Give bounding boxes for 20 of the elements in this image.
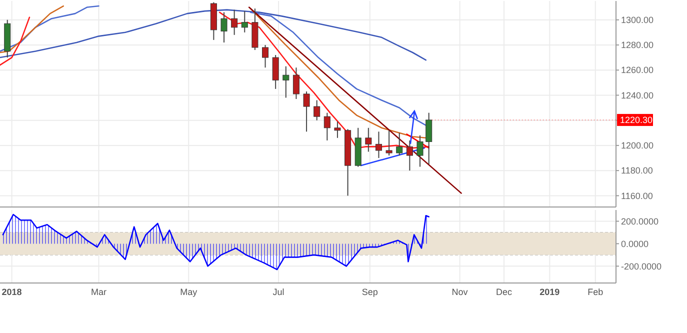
y-tick-label: 1240.00	[621, 90, 654, 100]
y-tick-label: 0.0000	[621, 238, 649, 249]
x-tick-label: Feb	[588, 287, 604, 297]
x-tick-label: Dec	[496, 287, 512, 297]
y-tick-label: 1180.00	[621, 166, 653, 176]
annotation: 1220.30	[620, 115, 653, 126]
x-tick-label: Sep	[362, 287, 378, 297]
x-tick-label: Jul	[272, 287, 284, 297]
x-tick-label: Mar	[90, 287, 106, 297]
y-tick-label: -200.0000	[621, 261, 662, 272]
x-tick-label: May	[180, 287, 198, 297]
x-tick-label: 2018	[2, 287, 22, 297]
x-tick-label: 2019	[540, 287, 560, 297]
y-tick-label: 1300.00	[621, 14, 654, 25]
y-tick-label: 1280.00	[621, 40, 654, 50]
y-tick-label: 1260.00	[621, 65, 654, 76]
y-tick-label: 200.0000	[621, 216, 659, 226]
x-tick-label: Nov	[452, 287, 468, 297]
y-tick-label: 1160.00	[621, 190, 653, 201]
y-tick-label: 1200.00	[621, 140, 654, 151]
